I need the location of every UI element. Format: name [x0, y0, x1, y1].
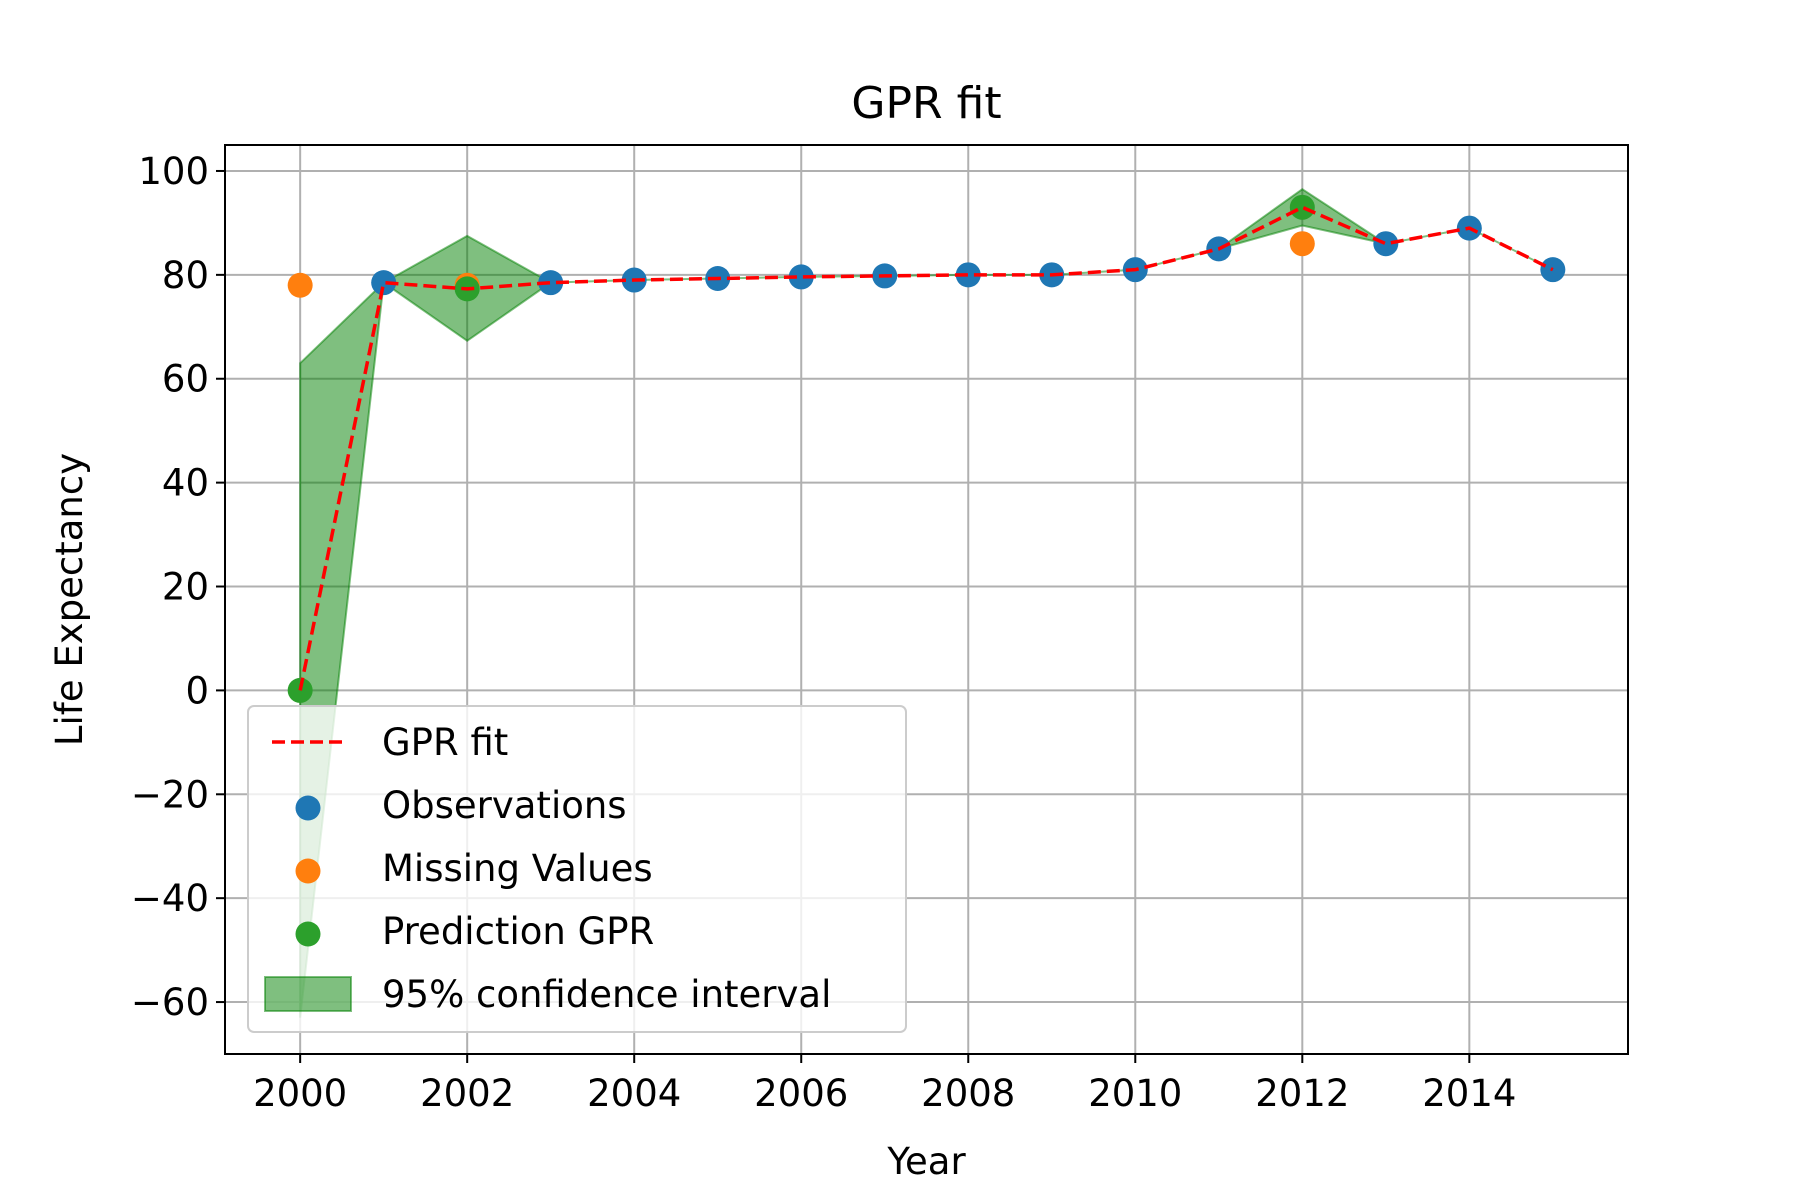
- x-axis-title: Year: [886, 1140, 966, 1183]
- y-tick-label: 100: [138, 150, 209, 193]
- legend-label: Missing Values: [382, 847, 653, 890]
- legend-pred-marker: [295, 921, 321, 947]
- observation-point: [371, 270, 397, 296]
- legend-ci-swatch: [264, 976, 352, 1012]
- missing-value-point: [287, 272, 313, 298]
- x-axis-ticks: 2000 2002 2004 2006 2008 2010 2012 2014: [253, 1054, 1516, 1115]
- y-tick-label: 40: [162, 462, 209, 505]
- legend-label: Prediction GPR: [382, 910, 654, 953]
- scatter-layer: [287, 194, 1566, 703]
- observation-point: [1373, 231, 1399, 257]
- y-tick-label: −60: [131, 981, 209, 1024]
- y-tick-label: 20: [162, 566, 209, 609]
- y-tick-label: −20: [131, 773, 209, 816]
- x-tick-label: 2008: [921, 1072, 1015, 1115]
- y-tick-label: 80: [162, 254, 209, 297]
- legend-obs-marker: [295, 795, 321, 821]
- legend-box: [247, 705, 907, 1033]
- missing-value-point: [1289, 231, 1315, 257]
- chart-title: GPR fit: [851, 78, 1001, 129]
- x-tick-label: 2000: [253, 1072, 347, 1115]
- y-axis-ticks: −60 −40 −20 0 20 40 60 80 100: [131, 150, 225, 1024]
- observation-point: [955, 262, 981, 288]
- gpr-fit-line: [298, 205, 1554, 691]
- y-tick-label: −40: [131, 877, 209, 920]
- legend: GPR fit Observations Missing Values Predict…: [247, 705, 907, 1033]
- observation-point: [538, 270, 564, 296]
- prediction-point: [1289, 194, 1315, 220]
- legend-label: Observations: [382, 784, 627, 827]
- x-tick-label: 2002: [420, 1072, 514, 1115]
- plot-frame: [224, 144, 1629, 1055]
- y-tick-label: 0: [185, 669, 209, 712]
- x-tick-label: 2014: [1422, 1072, 1516, 1115]
- observation-point: [788, 264, 814, 290]
- legend-label: GPR fit: [382, 721, 508, 764]
- fit-line-layer: [298, 205, 1554, 691]
- y-tick-label: 60: [162, 358, 209, 401]
- x-tick-label: 2006: [754, 1072, 848, 1115]
- legend-missing-marker: [295, 858, 321, 884]
- x-tick-label: 2012: [1255, 1072, 1349, 1115]
- legend-label: 95% confidence interval: [382, 973, 831, 1016]
- y-axis-title: Life Expectancy: [48, 453, 91, 746]
- x-tick-label: 2004: [587, 1072, 681, 1115]
- x-tick-label: 2010: [1088, 1072, 1182, 1115]
